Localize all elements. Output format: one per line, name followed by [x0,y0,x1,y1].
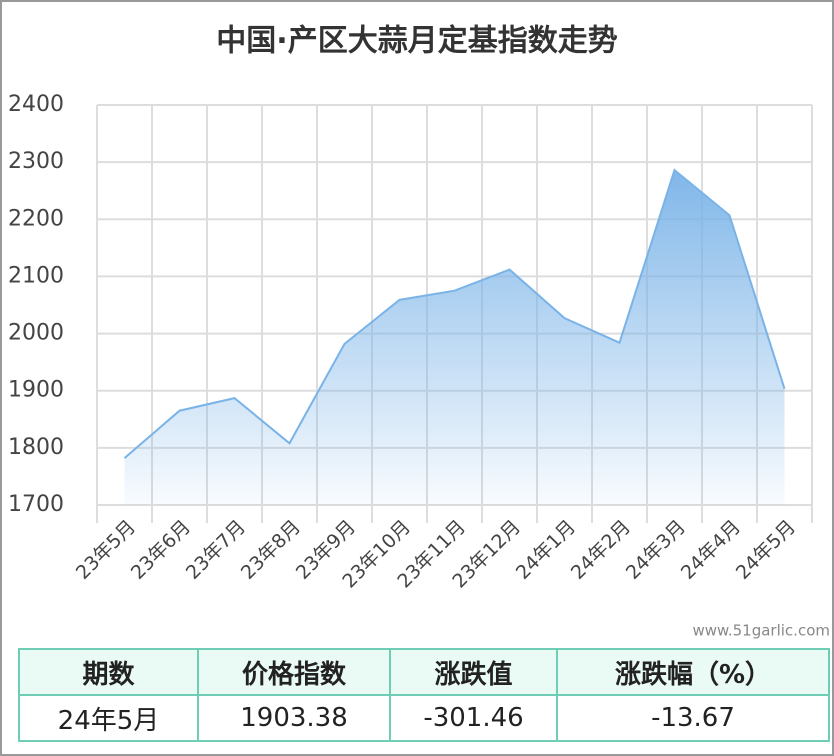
header-cell: 价格指数 [197,648,391,696]
x-tick-label: 24年4月 [677,516,745,584]
x-tick-label: 23年8月 [237,516,305,584]
cell: -13.67 [556,694,830,742]
summary-table: 期数 价格指数 涨跌值 涨跌幅（%） 24年5月 1903.38 -301.46… [18,648,830,742]
cell: 24年5月 [18,694,199,742]
watermark: www.51garlic.com [692,622,830,640]
y-tick-label: 2100 [8,263,64,288]
x-tick-label: 24年5月 [732,516,800,584]
cell: 1903.38 [197,694,391,742]
x-tick-label: 24年3月 [622,516,690,584]
cell: -301.46 [389,694,558,742]
y-tick-label: 1700 [8,492,64,517]
x-tick-label: 23年5月 [72,516,140,584]
x-tick-label: 23年7月 [182,516,250,584]
header-cell: 涨跌幅（%） [556,648,830,696]
x-tick-label: 24年1月 [512,516,580,584]
x-tick-label: 24年2月 [567,516,635,584]
header-cell: 涨跌值 [389,648,558,696]
area [124,170,785,505]
chart-title: 中国·产区大蒜月定基指数走势 [216,24,617,59]
y-tick-label: 2200 [8,206,64,231]
line [123,168,786,459]
y-tick-label: 1900 [8,378,64,403]
header-cell: 期数 [18,648,199,696]
y-tick-label: 1800 [8,435,64,460]
x-tick-label: 23年6月 [127,516,195,584]
y-tick-label: 2400 [8,92,64,117]
y-tick-label: 2000 [8,321,64,346]
y-tick-label: 2300 [8,149,64,174]
